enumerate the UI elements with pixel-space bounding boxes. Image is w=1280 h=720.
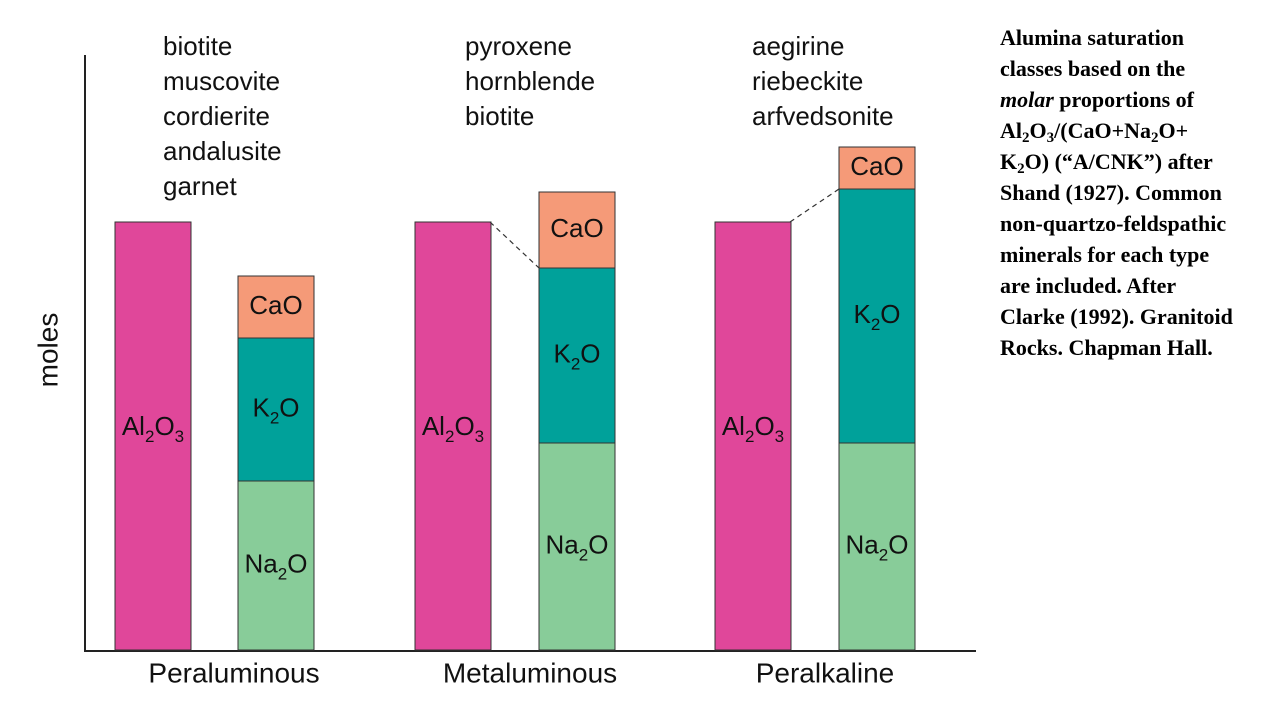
- subscript: 2: [445, 427, 454, 446]
- caption-text: proportions of Al: [1000, 87, 1194, 143]
- y-axis-label: moles: [32, 313, 63, 388]
- formula-text: O: [154, 411, 174, 441]
- bar-label: Na2O: [546, 529, 609, 564]
- formula-text: O: [588, 529, 608, 559]
- formula-text: CaO: [249, 290, 302, 320]
- k2o-segment: [838, 188, 916, 444]
- formula-text: Na: [546, 529, 580, 559]
- formula-text: O: [754, 411, 774, 441]
- bar-label: CaO: [550, 213, 603, 243]
- cao-segment: [237, 275, 315, 339]
- formula-text: K: [553, 338, 571, 368]
- mineral-name: pyroxene: [465, 31, 572, 61]
- subscript: 2: [278, 564, 287, 583]
- caption-subscript: 2: [1151, 130, 1159, 146]
- bar-label: Na2O: [245, 548, 308, 583]
- al2o3-bar: [414, 221, 492, 651]
- mineral-name: hornblende: [465, 66, 595, 96]
- mineral-name: riebeckite: [752, 66, 863, 96]
- mineral-name: muscovite: [163, 66, 280, 96]
- caption-text: O+ K: [1000, 118, 1189, 174]
- dashed-connector: [789, 188, 840, 223]
- bar-label: CaO: [850, 151, 903, 181]
- formula-text: Na: [846, 529, 880, 559]
- mineral-name: andalusite: [163, 136, 282, 166]
- k2o-segment: [538, 267, 616, 444]
- bar-label: Al2O3: [722, 411, 784, 446]
- formula-text: O: [279, 392, 299, 422]
- formula-text: O: [454, 411, 474, 441]
- mineral-name: arfvedsonite: [752, 101, 894, 131]
- mineral-name: garnet: [163, 171, 237, 201]
- formula-text: CaO: [850, 151, 903, 181]
- bar-label: Al2O3: [422, 411, 484, 446]
- subscript: 3: [475, 427, 484, 446]
- caption-text: O) (“A/CNK”) after Shand (1927). Common …: [1000, 149, 1233, 360]
- bar-label: K2O: [853, 299, 900, 334]
- bar-label: K2O: [553, 338, 600, 373]
- formula-text: O: [287, 548, 307, 578]
- k2o-segment: [237, 337, 315, 482]
- subscript: 2: [745, 427, 754, 446]
- formula-text: K: [252, 392, 270, 422]
- subscript: 3: [775, 427, 784, 446]
- na2o-segment: [237, 480, 315, 651]
- bar-label: CaO: [249, 290, 302, 320]
- bar-label: Na2O: [846, 529, 909, 564]
- al2o3-bar: [714, 221, 792, 651]
- subscript: 2: [879, 545, 888, 564]
- bar-label: K2O: [252, 392, 299, 427]
- diagram: moles biotite muscovite cordierite andalusi…: [32, 31, 976, 688]
- mineral-name: biotite: [465, 101, 534, 131]
- formula-text: K: [853, 299, 871, 329]
- mineral-name: aegirine: [752, 31, 845, 61]
- caption-text: O: [1029, 118, 1047, 143]
- na2o-segment: [538, 442, 616, 651]
- subscript: 2: [871, 315, 880, 334]
- bar-label: Al2O3: [122, 411, 184, 446]
- subscript: 2: [571, 354, 580, 373]
- subscript: 2: [145, 427, 154, 446]
- caption-text: Alumina saturation classes based on the: [1000, 25, 1186, 81]
- group-label: Metaluminous: [443, 657, 617, 688]
- cao-segment: [538, 191, 616, 269]
- subscript: 2: [270, 408, 279, 427]
- cao-segment: [838, 146, 916, 190]
- group-label: Peraluminous: [148, 657, 319, 688]
- formula-text: Al: [422, 411, 445, 441]
- formula-text: O: [580, 338, 600, 368]
- caption-text: molar: [1000, 87, 1054, 112]
- dashed-connector: [489, 221, 540, 269]
- mineral-name: biotite: [163, 31, 232, 61]
- formula-text: Al: [722, 411, 745, 441]
- caption-subscript: 2: [1022, 130, 1030, 146]
- formula-text: Na: [245, 548, 279, 578]
- caption-subscript: 3: [1046, 130, 1055, 146]
- subscript: 3: [175, 427, 184, 446]
- formula-text: CaO: [550, 213, 603, 243]
- na2o-segment: [838, 442, 916, 651]
- formula-text: O: [880, 299, 900, 329]
- group-label: Peralkaline: [756, 657, 895, 688]
- formula-text: Al: [122, 411, 145, 441]
- caption: Alumina saturation classes based on the …: [1000, 22, 1240, 363]
- subscript: 2: [579, 545, 588, 564]
- caption-subscript: 2: [1017, 161, 1025, 177]
- mineral-name: cordierite: [163, 101, 270, 131]
- caption-text: /(CaO+Na: [1054, 118, 1151, 143]
- al2o3-bar: [114, 221, 192, 651]
- formula-text: O: [888, 529, 908, 559]
